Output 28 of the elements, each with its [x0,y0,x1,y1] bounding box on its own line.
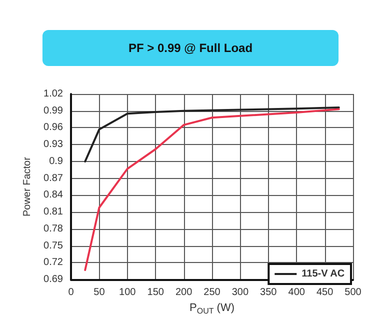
x-tick-label: 200 [175,287,193,298]
y-axis-title: Power Factor [22,156,34,217]
x-tick-label: 250 [204,287,221,298]
x-tick-label: 0 [68,287,74,298]
x-tick-label: 100 [119,287,136,298]
y-tick-label: 0.87 [44,172,64,184]
legend-label: 115-V AC [302,268,345,280]
line-series [84,106,340,162]
x-tick-label: 350 [260,287,278,298]
line-series [84,108,340,272]
x-tick-label: 450 [316,287,334,298]
y-tick-label: 1.02 [44,88,64,100]
y-tick-label: 0.69 [44,274,64,286]
y-tick-label: 0.84 [44,190,64,201]
x-tick-label: 50 [94,287,106,298]
x-tick-label: 500 [344,287,362,298]
y-tick-label: 0.78 [44,223,64,234]
chart-title: PF > 0.99 @ Full Load [128,41,253,55]
x-tick-label: 150 [147,287,164,298]
y-tick-label: 0.99 [44,105,64,116]
x-tick-label: 400 [288,287,306,298]
y-tick-label: 0.93 [44,139,64,150]
y-tick-label: 0.96 [44,122,64,134]
y-tick-label: 0.9 [49,156,64,167]
x-tick-label: 300 [232,287,249,298]
y-tick-label: 0.81 [44,206,64,218]
y-tick-label: 0.72 [44,257,64,268]
y-tick-label: 0.75 [44,240,64,252]
